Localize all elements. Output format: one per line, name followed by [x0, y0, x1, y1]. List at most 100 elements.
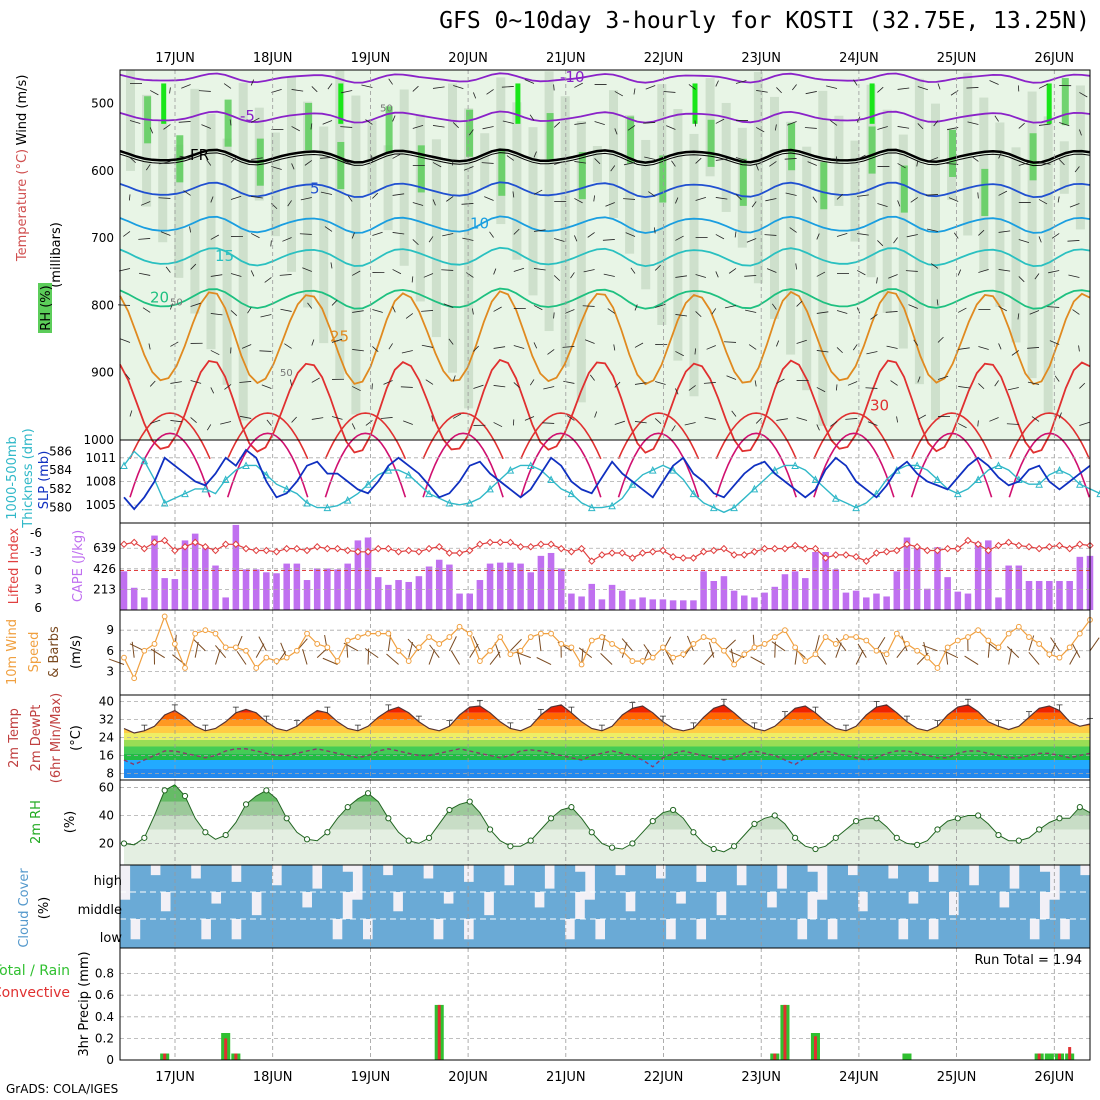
upper-wind-barb	[675, 314, 688, 317]
upper-wind-barb	[663, 91, 676, 93]
upper-wind-barb	[403, 420, 413, 425]
x-tick-label-top: 23JUN	[741, 51, 781, 66]
upper-wind-barb	[796, 300, 803, 307]
rh-shade-band	[222, 138, 232, 385]
wind-speed-marker	[782, 627, 788, 634]
cloud-cover-column	[746, 892, 758, 919]
rh-moist-band	[900, 165, 908, 213]
upper-wind-barb	[1072, 309, 1080, 315]
upper-wind-barb	[602, 239, 615, 241]
rh-marker	[446, 806, 453, 814]
thickness-marker	[974, 475, 982, 483]
rh-moist-band	[498, 148, 506, 196]
upper-wind-barb	[512, 191, 515, 198]
cloud-cover-column	[251, 865, 262, 892]
cloud-cover-column	[685, 892, 697, 919]
rh-marker	[873, 815, 880, 822]
lifted-index-marker	[740, 551, 748, 559]
surface-wind-barb	[1028, 651, 1040, 665]
upper-wind-barb	[239, 381, 252, 383]
cloud-cover-column	[716, 915, 727, 919]
rh-shade-band	[641, 139, 651, 290]
cloud-cover-column	[655, 878, 667, 892]
cape-bar	[486, 563, 494, 610]
upper-wind-barb	[675, 235, 684, 241]
upper-wind-barb	[1018, 122, 1025, 129]
rh-marker	[202, 829, 209, 836]
cape-bar	[141, 597, 148, 610]
upper-wind-barb	[380, 417, 393, 419]
upper-wind-barb	[432, 199, 436, 206]
grads-credit: GrADS: COLA/IGES	[6, 1082, 119, 1096]
cape-bar	[924, 588, 931, 610]
rh-marker	[975, 812, 982, 819]
cloud-cover-column	[150, 919, 161, 948]
cloud-cover-column	[867, 919, 879, 948]
lifted-index-marker	[171, 546, 179, 555]
precip-total-bar	[902, 1053, 912, 1060]
upper-wind-barb	[735, 80, 747, 84]
rh-shade-band	[158, 119, 168, 243]
precip-tick-label: 0.6	[95, 988, 114, 1002]
rh-shade-band	[415, 114, 425, 302]
cloud-cover-column	[332, 865, 343, 892]
cape-bar	[405, 581, 412, 610]
cloud-cover-column	[433, 865, 444, 892]
surface-wind-barb	[1006, 646, 1020, 659]
surface-wind-barb	[236, 650, 247, 665]
cloud-cover-column	[938, 865, 950, 892]
upper-wind-barb	[926, 194, 939, 196]
upper-wind-barb	[148, 343, 151, 350]
cloud-cover-column	[1069, 865, 1081, 892]
cloud-cover-column	[423, 892, 434, 919]
rh-saturated-band	[161, 83, 167, 124]
cloud-cover-column	[483, 919, 495, 948]
cape-bar	[791, 571, 799, 610]
lifted-index-marker	[394, 548, 403, 556]
upper-wind-barb	[351, 232, 355, 239]
wind-speed-marker	[1026, 634, 1032, 640]
rh-shade-band	[657, 84, 667, 325]
precip-convective-bar	[437, 1004, 441, 1060]
wind-speed-marker	[660, 644, 666, 651]
cloud-cover-column	[453, 892, 465, 919]
cloud-cover-column	[160, 919, 172, 948]
surface-wind-barb	[578, 647, 593, 659]
surface-wind-barb	[1028, 635, 1035, 651]
lifted-index-marker	[679, 554, 687, 562]
wind-label: Wind (m/s)	[15, 75, 30, 146]
upper-wind-barb	[856, 307, 861, 314]
upper-wind-barb	[452, 122, 459, 129]
wind-speed-marker	[395, 647, 402, 654]
cloud-cover-column	[231, 939, 242, 948]
thickness-marker	[181, 489, 189, 498]
upper-wind-barb	[179, 155, 191, 159]
cloud-cover-column	[1019, 919, 1030, 948]
upper-wind-barb	[867, 421, 878, 426]
surface-wind-barb	[794, 648, 798, 665]
upper-wind-barb	[835, 384, 838, 391]
cloud-cover-units: (%)	[37, 897, 52, 920]
cloud-cover-column	[817, 899, 828, 919]
upper-wind-barb	[310, 123, 313, 130]
upper-wind-barb	[412, 239, 419, 246]
surface-wind-barb	[857, 643, 867, 658]
upper-wind-barb	[1079, 421, 1090, 426]
cloud-cover-column	[453, 919, 465, 948]
cloud-cover-column	[978, 919, 990, 948]
cloud-cover-column	[1069, 919, 1081, 948]
cape-bar	[812, 552, 819, 610]
upper-wind-barb	[181, 84, 191, 89]
wind-speed-marker	[161, 613, 168, 620]
cloud-cover-column	[837, 919, 848, 948]
cloud-cover-column	[655, 892, 667, 919]
upper-wind-barb	[442, 233, 454, 237]
rh-shade-band	[753, 72, 763, 284]
precip-convective-bar	[1068, 1047, 1072, 1060]
surface-wind-barb	[215, 649, 221, 665]
x-tick-label-top: 25JUN	[937, 51, 977, 66]
upper-wind-barb	[513, 382, 520, 388]
thickness-marker	[262, 470, 271, 479]
upper-wind-barb	[893, 237, 898, 244]
cloud-cover-column	[443, 903, 454, 919]
